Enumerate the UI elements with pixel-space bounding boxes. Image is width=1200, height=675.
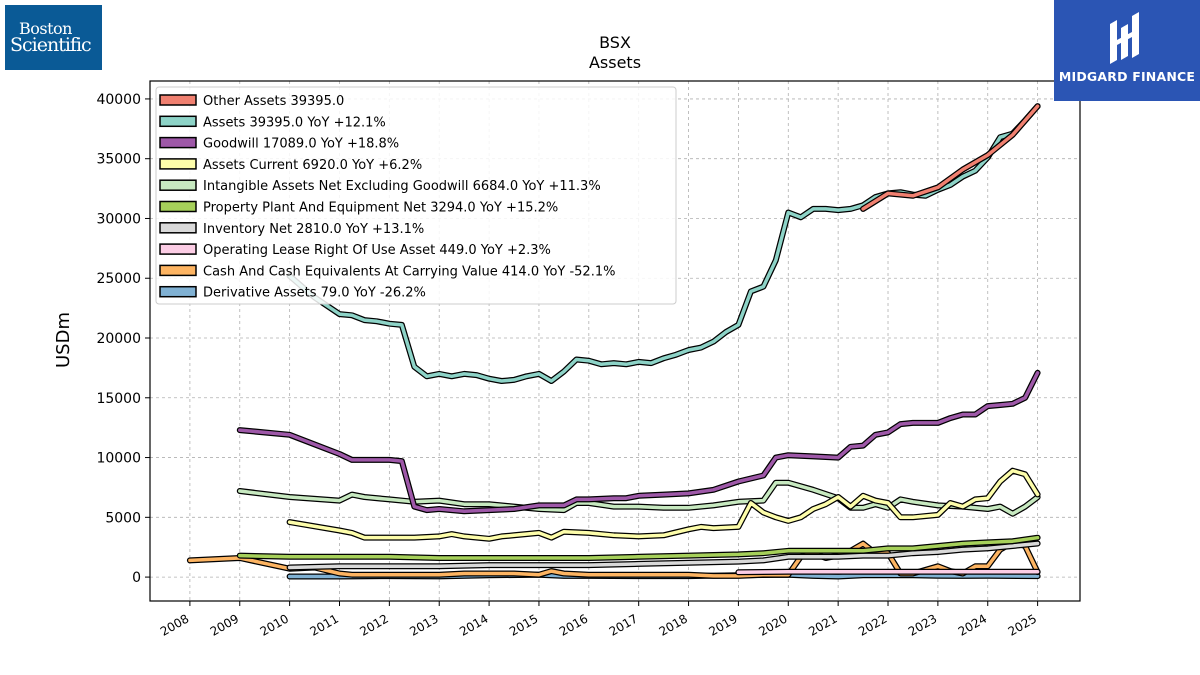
legend-swatch <box>159 158 197 170</box>
y-tick-label: 30000 <box>96 211 141 227</box>
x-tick-label: 2008 <box>158 611 191 638</box>
legend-label: Assets Current 6920.0 YoY +6.2% <box>203 158 422 173</box>
series-intangible-assets-net-excluding-goodwill <box>236 479 1041 517</box>
series-line <box>287 541 1040 570</box>
y-tick-label: 5000 <box>105 510 141 526</box>
legend-label: Derivative Assets 79.0 YoY -26.2% <box>203 286 426 301</box>
series-line <box>736 569 1040 575</box>
plot-area <box>186 103 1041 580</box>
series-line <box>861 104 1040 211</box>
y-tick-label: 35000 <box>96 152 141 168</box>
legend-item: Cash And Cash Equivalents At Carrying Va… <box>159 264 615 279</box>
logo-text-line1: Boston <box>19 19 72 38</box>
x-tick-label: 2018 <box>657 611 690 638</box>
legend-label: Operating Lease Right Of Use Asset 449.0… <box>203 243 551 258</box>
series-operating-lease-right-of-use-asset <box>735 568 1041 576</box>
series-line <box>238 480 1040 516</box>
legend-swatch <box>159 94 197 106</box>
x-tick-label: 2020 <box>756 611 789 638</box>
series-goodwill <box>236 369 1041 515</box>
legend-item: Assets Current 6920.0 YoY +6.2% <box>159 158 422 173</box>
series-assets-current <box>286 467 1041 542</box>
legend-swatch <box>159 222 197 234</box>
chart-title: BSX <box>599 33 631 52</box>
legend-item: Goodwill 17089.0 YoY +18.8% <box>159 136 399 152</box>
x-tick-label: 2021 <box>806 611 839 638</box>
x-tick-label: 2022 <box>856 611 889 638</box>
x-tick-label: 2013 <box>407 611 440 638</box>
x-tick-label: 2009 <box>208 611 241 638</box>
x-tick-label: 2012 <box>357 611 390 638</box>
series-line <box>238 535 1040 560</box>
x-tick-label: 2025 <box>1006 611 1039 638</box>
logo-text-line2: Scientific <box>10 34 92 56</box>
y-tick-label: 20000 <box>96 331 141 347</box>
legend-item: Assets 39395.0 YoY +12.1% <box>159 115 386 130</box>
legend-item: Other Assets 39395.0 <box>159 94 344 109</box>
y-tick-label: 15000 <box>96 391 141 407</box>
x-tick-label: 2016 <box>557 611 590 638</box>
series-line <box>287 468 1040 541</box>
x-tick-label: 2024 <box>956 611 989 638</box>
legend-swatch <box>159 179 197 191</box>
x-tick-label: 2023 <box>906 611 939 638</box>
y-axis-label: USDm <box>53 312 74 368</box>
legend-label: Cash And Cash Equivalents At Carrying Va… <box>203 264 615 279</box>
series-line <box>238 371 1040 514</box>
legend-label: Property Plant And Equipment Net 3294.0 … <box>203 201 558 216</box>
legend-item: Property Plant And Equipment Net 3294.0 … <box>159 200 558 216</box>
legend: Other Assets 39395.0 Assets 39395.0 YoY +… <box>155 86 677 305</box>
legend-swatch <box>159 115 197 128</box>
x-tick-label: 2015 <box>507 611 540 638</box>
legend-item: Operating Lease Right Of Use Asset 449.0… <box>159 243 551 258</box>
legend-label: Intangible Assets Net Excluding Goodwill… <box>203 179 601 194</box>
legend-item: Intangible Assets Net Excluding Goodwill… <box>159 179 601 194</box>
legend-item: Inventory Net 2810.0 YoY +13.1% <box>159 222 424 237</box>
midgard-finance-name: MIDGARD FINANCE <box>1058 69 1196 84</box>
boston-scientific-logo: Boston Scientific <box>5 5 102 70</box>
midgard-finance-logo: MIDGARD FINANCE <box>1054 0 1200 101</box>
legend-swatch <box>159 285 197 298</box>
x-tick-label: 2014 <box>457 611 490 638</box>
y-tick-label: 25000 <box>96 271 141 287</box>
legend-label: Inventory Net 2810.0 YoY +13.1% <box>203 222 424 237</box>
legend-box <box>155 86 677 305</box>
chart-subtitle: Assets <box>588 53 642 72</box>
legend-label: Assets 39395.0 YoY +12.1% <box>203 115 386 130</box>
legend-label: Other Assets 39395.0 <box>203 94 344 109</box>
series-property-plant-and-equipment-net <box>236 534 1041 561</box>
legend-label: Goodwill 17089.0 YoY +18.8% <box>203 137 399 152</box>
legend-swatch <box>159 200 197 213</box>
legend-swatch <box>159 243 197 255</box>
legend-swatch <box>159 264 197 277</box>
legend-item: Derivative Assets 79.0 YoY -26.2% <box>159 285 426 301</box>
plot-frame <box>149 80 1081 602</box>
x-tick-label: 2017 <box>607 611 640 638</box>
series-inventory-net <box>286 540 1041 571</box>
midgard-mark-icon <box>1110 12 1139 64</box>
y-tick-label: 0 <box>132 570 141 586</box>
x-tick-label: 2010 <box>258 611 291 638</box>
x-tick-label: 2019 <box>706 611 739 638</box>
series-other-assets <box>860 103 1041 212</box>
legend-swatch <box>159 136 197 149</box>
y-tick-label: 10000 <box>96 451 141 467</box>
y-tick-label: 40000 <box>96 92 141 108</box>
x-tick-label: 2011 <box>308 611 341 638</box>
